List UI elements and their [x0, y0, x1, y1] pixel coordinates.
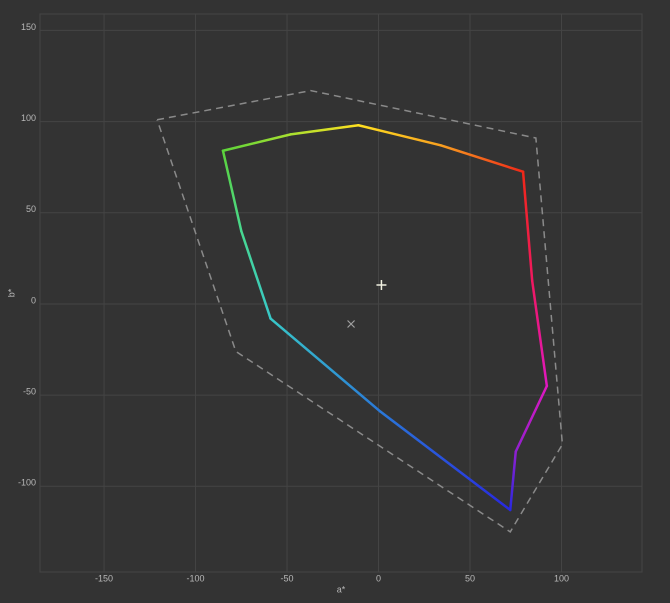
gamut-edge	[221, 133, 292, 153]
plot-frame	[39, 13, 643, 573]
y-tick-label: 150	[21, 22, 36, 32]
gamut-edge	[379, 410, 512, 512]
y-tick-label: -50	[23, 386, 36, 396]
gamut-edge	[357, 123, 442, 147]
x-tick-label: -50	[281, 573, 294, 583]
y-tick-label: 100	[21, 113, 36, 123]
x-tick-label: 100	[554, 573, 569, 583]
gamut-edge	[509, 450, 517, 512]
gamut-edge	[289, 123, 360, 136]
y-tick-label: 0	[31, 295, 36, 305]
gamut-edge	[521, 170, 534, 283]
x-axis-label: a*	[337, 584, 346, 594]
gamut-edge	[269, 317, 382, 413]
y-tick-label: -100	[18, 478, 36, 488]
x-tick-label: 0	[376, 573, 381, 583]
x-tick-label: -150	[95, 573, 113, 583]
gamut-edge	[530, 279, 549, 388]
white-point	[376, 279, 387, 290]
x-tick-label: -100	[187, 573, 205, 583]
y-axis-label: b*	[6, 288, 16, 297]
gamut-edge	[221, 149, 243, 233]
y-tick-label: 50	[26, 204, 36, 214]
gamut-edge	[439, 144, 525, 173]
reference-gamut	[156, 89, 564, 533]
x-tick-label: 50	[465, 573, 475, 583]
gamut-edge	[514, 384, 549, 453]
gamut-edge	[240, 229, 272, 320]
target-point	[347, 320, 355, 328]
